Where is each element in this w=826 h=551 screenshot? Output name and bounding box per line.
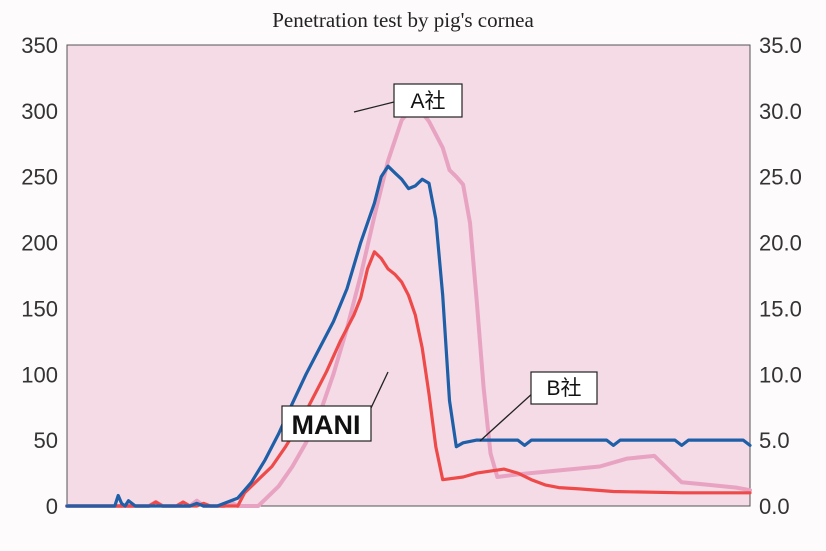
left-tick-label: 0 bbox=[46, 494, 58, 519]
right-tick-label: 20.0 bbox=[759, 231, 802, 256]
callout-a-box bbox=[393, 83, 463, 118]
callout-a-leader bbox=[353, 101, 395, 113]
left-tick-label: 100 bbox=[21, 362, 58, 387]
callout-b-leader bbox=[479, 391, 535, 442]
right-tick-label: 25.0 bbox=[759, 165, 802, 190]
left-tick-label: 200 bbox=[21, 231, 58, 256]
callout-b-label: B社 bbox=[546, 377, 581, 400]
right-tick-label: 35.0 bbox=[759, 33, 802, 58]
right-tick-label: 10.0 bbox=[759, 362, 802, 387]
callout-a-label: A社 bbox=[410, 90, 445, 113]
right-tick-label: 5.0 bbox=[759, 428, 790, 453]
callout-b: B社 bbox=[479, 371, 598, 442]
left-tick-label: 300 bbox=[21, 99, 58, 124]
left-tick-label: 350 bbox=[21, 33, 58, 58]
right-tick-label: 0.0 bbox=[759, 494, 790, 519]
left-axis: 0 50 100 150 200 250 300 350 bbox=[21, 33, 58, 519]
chart-title: Penetration test by pig's cornea bbox=[272, 8, 534, 32]
callout-mani-label: MANI bbox=[292, 410, 361, 440]
callout-mani-box bbox=[281, 405, 372, 442]
series-line-mani bbox=[65, 250, 752, 508]
right-tick-label: 30.0 bbox=[759, 99, 802, 124]
callout-b-box bbox=[530, 371, 598, 405]
callout-mani-leader bbox=[370, 371, 389, 409]
right-axis: 0.0 5.0 10.0 15.0 20.0 25.0 30.0 35.0 bbox=[759, 33, 802, 519]
left-tick-label: 150 bbox=[21, 296, 58, 321]
callout-a: A社 bbox=[353, 83, 463, 118]
series-line-b bbox=[65, 164, 752, 508]
right-tick-label: 15.0 bbox=[759, 296, 802, 321]
left-tick-label: 50 bbox=[34, 428, 58, 453]
callout-mani: MANI bbox=[281, 371, 389, 442]
plot-area bbox=[66, 44, 751, 507]
left-tick-label: 250 bbox=[21, 165, 58, 190]
